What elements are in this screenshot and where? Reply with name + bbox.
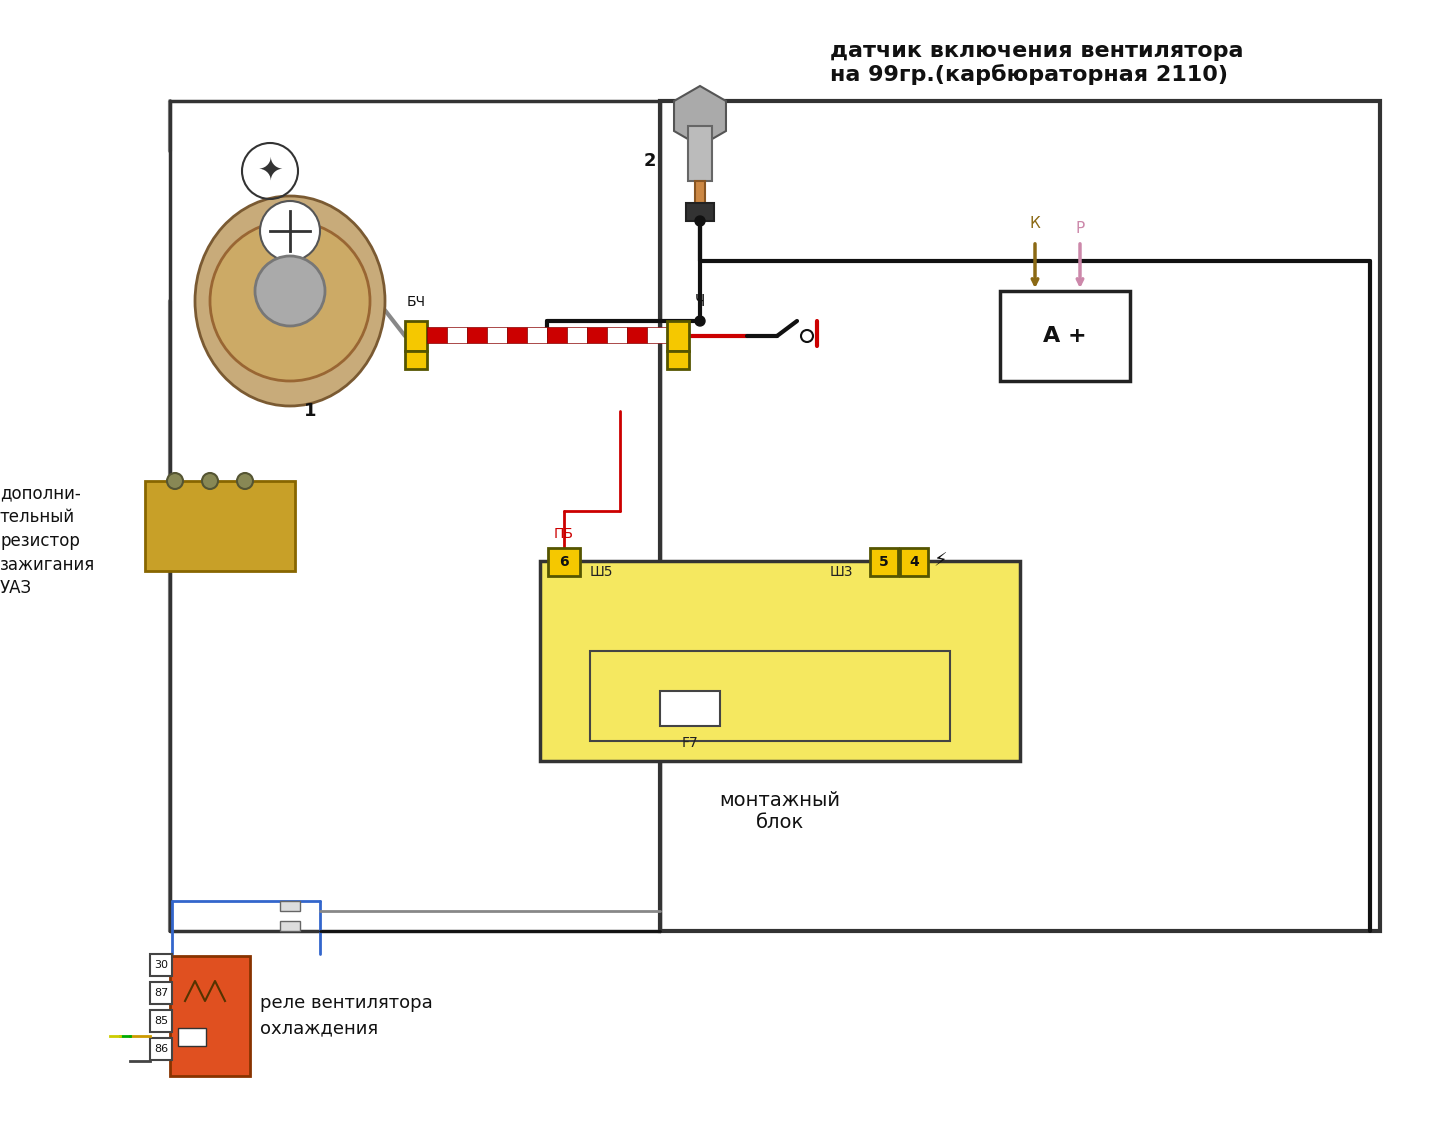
Text: ПБ: ПБ <box>554 527 574 541</box>
Bar <box>567 327 587 343</box>
Circle shape <box>695 316 705 326</box>
Bar <box>660 101 1380 931</box>
Bar <box>447 327 467 343</box>
Bar <box>667 351 689 369</box>
Bar <box>590 651 949 741</box>
Text: ⚡: ⚡ <box>934 552 947 570</box>
Bar <box>150 1038 172 1060</box>
Text: 85: 85 <box>153 1016 168 1026</box>
Text: 4: 4 <box>909 555 919 569</box>
Bar <box>281 921 299 931</box>
Text: F7: F7 <box>682 736 699 750</box>
Bar <box>150 982 172 1004</box>
Bar <box>695 181 705 206</box>
Bar <box>686 202 715 221</box>
Bar <box>1000 291 1130 381</box>
Bar <box>647 327 667 343</box>
Circle shape <box>168 473 183 489</box>
Bar <box>527 327 547 343</box>
Text: датчик включения вентилятора
на 99гр.(карбюраторная 2110): датчик включения вентилятора на 99гр.(ка… <box>831 41 1243 85</box>
Text: дополни-
тельный
резистор
зажигания
УАЗ: дополни- тельный резистор зажигания УАЗ <box>0 485 96 597</box>
Text: реле вентилятора
охлаждения: реле вентилятора охлаждения <box>261 994 432 1037</box>
Bar <box>150 955 172 976</box>
Text: 5: 5 <box>879 555 889 569</box>
Text: Ч: Ч <box>695 294 705 309</box>
Circle shape <box>238 473 253 489</box>
Text: 87: 87 <box>153 988 168 998</box>
Bar <box>687 126 712 181</box>
Bar <box>145 481 295 571</box>
Circle shape <box>800 330 813 342</box>
Bar <box>548 549 580 576</box>
Circle shape <box>261 201 319 261</box>
Text: 86: 86 <box>153 1044 168 1054</box>
Text: К: К <box>1030 216 1041 231</box>
Text: 6: 6 <box>558 555 569 569</box>
Bar <box>405 351 427 369</box>
Bar <box>507 327 527 343</box>
Bar <box>178 1028 206 1046</box>
Text: БЧ: БЧ <box>407 295 425 309</box>
Text: А +: А + <box>1042 326 1087 346</box>
Bar <box>899 549 928 576</box>
Circle shape <box>255 256 325 326</box>
Text: 1: 1 <box>304 402 316 420</box>
Text: Р: Р <box>1075 221 1084 236</box>
Bar <box>150 1010 172 1031</box>
Bar <box>170 956 251 1076</box>
Bar <box>281 901 299 910</box>
Circle shape <box>695 216 705 226</box>
Bar <box>467 327 487 343</box>
Circle shape <box>211 221 369 381</box>
Bar <box>540 561 1020 761</box>
Bar <box>405 321 427 351</box>
Text: 30: 30 <box>155 960 168 970</box>
Text: Ш5: Ш5 <box>590 566 613 579</box>
Text: 2: 2 <box>644 152 656 170</box>
Bar <box>607 327 627 343</box>
Ellipse shape <box>195 196 385 406</box>
Bar <box>587 327 607 343</box>
Bar <box>547 327 567 343</box>
Bar <box>871 549 898 576</box>
Bar <box>487 327 507 343</box>
Bar <box>427 327 447 343</box>
Bar <box>660 691 720 726</box>
Text: монтажный
блок: монтажный блок <box>719 791 841 832</box>
Bar <box>667 321 689 351</box>
Text: Ш3: Ш3 <box>831 566 853 579</box>
Circle shape <box>202 473 218 489</box>
Bar <box>627 327 647 343</box>
Text: ✦: ✦ <box>258 156 282 185</box>
